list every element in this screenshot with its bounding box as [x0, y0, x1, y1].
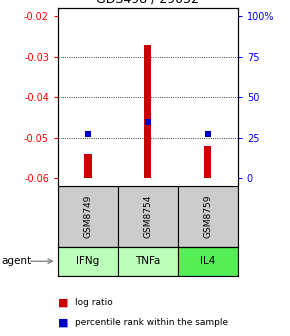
Text: percentile rank within the sample: percentile rank within the sample — [75, 318, 229, 327]
Text: ■: ■ — [58, 318, 68, 328]
Bar — [204, 146, 211, 178]
Bar — [118, 186, 178, 247]
Text: GSM8754: GSM8754 — [143, 195, 153, 239]
Bar — [118, 247, 178, 276]
Text: GSM8759: GSM8759 — [203, 195, 212, 239]
Bar — [144, 45, 151, 178]
Text: log ratio: log ratio — [75, 298, 113, 307]
Bar — [84, 154, 92, 178]
Text: IFNg: IFNg — [76, 256, 99, 266]
Bar — [58, 247, 118, 276]
Title: GDS498 / 29052: GDS498 / 29052 — [96, 0, 200, 6]
Bar — [58, 186, 118, 247]
Bar — [178, 247, 238, 276]
Bar — [178, 186, 238, 247]
Text: GSM8749: GSM8749 — [84, 195, 93, 239]
Text: ■: ■ — [58, 297, 68, 307]
Text: TNFa: TNFa — [135, 256, 161, 266]
Text: IL4: IL4 — [200, 256, 215, 266]
Text: agent: agent — [1, 256, 32, 266]
